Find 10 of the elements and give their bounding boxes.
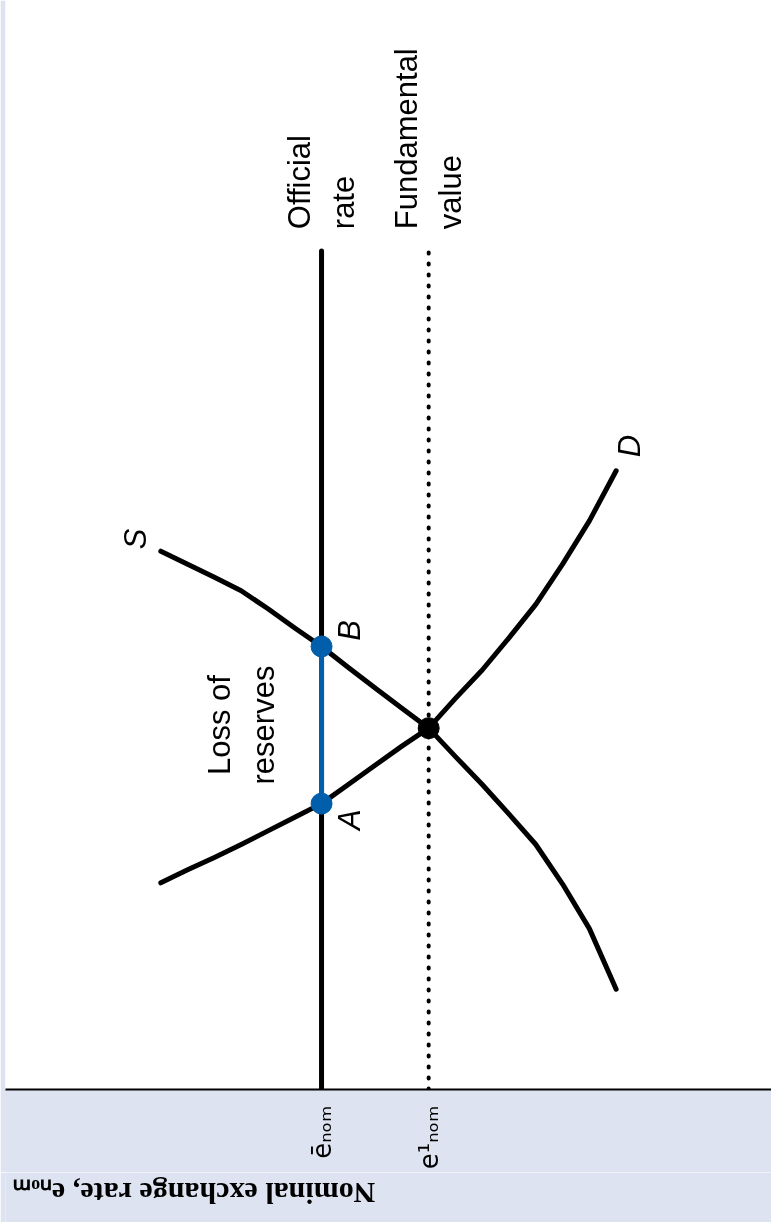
annotation: A — [332, 809, 368, 832]
x-axis-title: Nominal exchange rate, eₙₒₘ — [13, 1177, 376, 1210]
text: Loss of reserves — [202, 665, 281, 785]
text: D — [611, 434, 647, 458]
text: S — [118, 528, 154, 550]
x-tick-label: e¹ₙₒₘ — [413, 1105, 444, 1170]
ref-line-label: Fundamental value — [389, 48, 469, 230]
x-tick-label: ēₙₒₘ — [306, 1105, 337, 1159]
annotation: B — [332, 620, 368, 641]
ref-line-label: Official rate — [282, 135, 361, 230]
